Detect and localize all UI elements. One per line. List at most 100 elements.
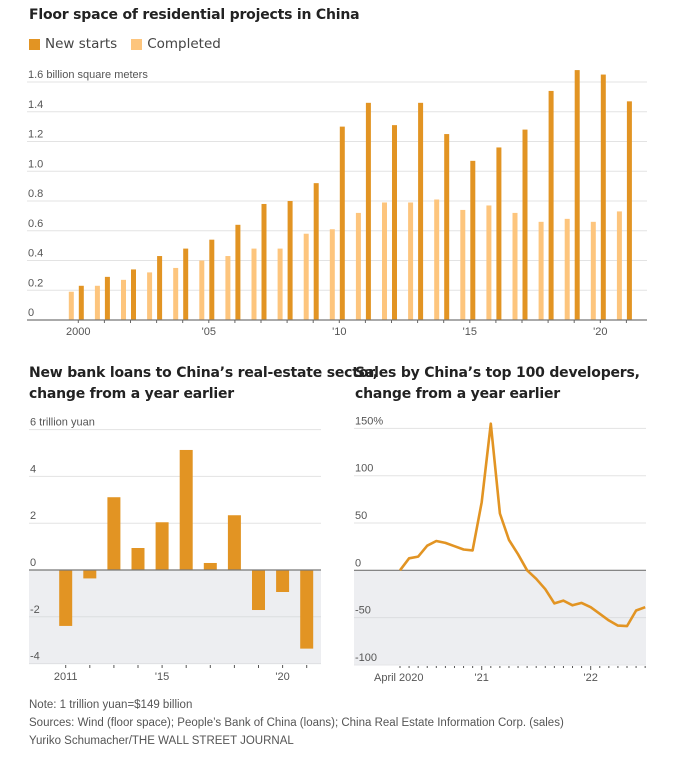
developer-sales-chart: -100 -50 0 50 100 150% April 2020 '21 '22 <box>354 415 646 684</box>
x-tick-label: '21 <box>475 672 489 684</box>
bar-loans-2013 <box>107 497 121 570</box>
bar-completed-2003 <box>147 272 153 320</box>
bar-new-starts-2003 <box>157 256 163 320</box>
bank-loans-chart: -4 -2 0 2 4 6 trillion yuan 2011 '15 '20 <box>29 417 321 683</box>
y-tick-label: 2 <box>30 510 36 522</box>
y-tick-label: 0 <box>355 557 361 569</box>
bar-new-starts-2018 <box>548 90 554 320</box>
bar-new-starts-2000 <box>78 285 84 320</box>
note-text: Note: 1 trillion yuan=$149 billion <box>29 699 193 711</box>
sales-title-line-1: Sales by China’s top 100 developers, <box>355 365 640 381</box>
bar-new-starts-2006 <box>235 224 241 320</box>
legend-item-new-starts: New starts <box>29 36 117 52</box>
x-tick-label: '20 <box>593 326 607 338</box>
bar-loans-2019 <box>252 570 265 611</box>
bar-completed-2016 <box>486 205 492 320</box>
bar-loans-2021 <box>300 570 314 649</box>
bar-completed-2007 <box>251 248 257 320</box>
y-tick-label: -100 <box>355 652 377 664</box>
loans-title-line-2: change from a year earlier <box>29 386 234 402</box>
y-tick-label: 1.2 <box>28 129 43 141</box>
bar-loans-2020 <box>276 570 290 592</box>
y-tick-label: -2 <box>30 604 40 616</box>
bar-new-starts-2019 <box>574 70 580 320</box>
bar-completed-2013 <box>408 202 414 320</box>
bar-new-starts-2011 <box>365 102 371 320</box>
y-tick-label: 0.6 <box>28 218 43 230</box>
legend-swatch-new-starts <box>29 38 40 50</box>
bar-new-starts-2016 <box>496 147 502 320</box>
y-tick-label: 0.8 <box>28 188 43 200</box>
top-chart-legend: New starts Completed <box>29 36 235 52</box>
legend-item-completed: Completed <box>131 36 221 52</box>
x-tick-label: 2000 <box>66 326 90 338</box>
top-chart-title: Floor space of residential projects in C… <box>29 7 360 23</box>
bar-new-starts-2012 <box>392 125 397 320</box>
y-tick-label: 0.2 <box>28 277 43 289</box>
bar-loans-2018 <box>227 515 241 570</box>
bar-completed-2009 <box>303 233 309 320</box>
x-tick-label: '22 <box>584 672 598 684</box>
bar-completed-2017 <box>512 212 518 320</box>
bar-completed-2010 <box>329 229 335 320</box>
bar-new-starts-2008 <box>287 201 293 320</box>
bar-completed-2019 <box>564 218 570 320</box>
x-tick-label: '10 <box>332 326 346 338</box>
bar-completed-2001 <box>94 285 100 320</box>
x-tick-label: 2011 <box>54 671 78 683</box>
bar-new-starts-2015 <box>470 160 476 320</box>
sales-title-line-2: change from a year earlier <box>355 386 560 402</box>
bar-new-starts-2014 <box>444 134 450 320</box>
y-tick-label: 6 trillion yuan <box>30 417 95 429</box>
bar-completed-2015 <box>460 209 466 320</box>
chart-notes: Note: 1 trillion yuan=$149 billion Sourc… <box>29 696 564 750</box>
bar-completed-2018 <box>538 221 544 320</box>
bar-loans-2014 <box>131 548 145 570</box>
sales-line <box>398 422 646 628</box>
sales-chart-title: Sales by China’s top 100 developers, cha… <box>355 363 640 405</box>
y-tick-label: 0.4 <box>28 248 43 260</box>
bar-completed-2011 <box>355 212 361 320</box>
legend-swatch-completed <box>131 38 143 50</box>
bar-completed-2021 <box>616 211 622 320</box>
bar-completed-2012 <box>382 202 387 320</box>
bar-completed-2014 <box>434 199 440 320</box>
bar-new-starts-2017 <box>522 129 528 320</box>
bar-new-starts-2020 <box>600 74 606 320</box>
bar-loans-2015 <box>155 522 169 570</box>
bar-new-starts-2021 <box>626 101 632 321</box>
bar-loans-2017 <box>203 562 217 570</box>
y-tick-label: -50 <box>355 605 371 617</box>
credit-text: Yuriko Schumacher/THE WALL STREET JOURNA… <box>29 735 294 747</box>
bar-completed-2004 <box>173 267 179 320</box>
x-tick-label: '05 <box>202 326 216 338</box>
sources-text: Sources: Wind (floor space); People’s Ba… <box>29 717 564 729</box>
bar-new-starts-2013 <box>418 102 424 320</box>
loans-title-line-1: New bank loans to China’s real-estate se… <box>29 365 378 381</box>
bar-loans-2016 <box>179 449 193 570</box>
bar-new-starts-2001 <box>104 276 110 320</box>
legend-label-completed: Completed <box>147 36 221 52</box>
y-tick-label: 1.0 <box>28 158 43 170</box>
bar-completed-2000 <box>68 291 74 320</box>
bar-completed-2002 <box>121 279 126 320</box>
bar-loans-2012 <box>83 570 97 579</box>
bar-new-starts-2002 <box>131 269 136 320</box>
y-tick-label: 0 <box>30 557 36 569</box>
y-tick-label: 1.6 billion square meters <box>28 69 148 81</box>
bar-new-starts-2009 <box>313 183 319 320</box>
bar-completed-2008 <box>277 248 283 320</box>
y-tick-label: 100 <box>355 463 373 475</box>
bar-completed-2005 <box>199 260 205 320</box>
x-tick-label: '20 <box>275 671 289 683</box>
bar-loans-2011 <box>59 570 73 626</box>
y-tick-label: 4 <box>30 463 36 475</box>
loans-chart-title: New bank loans to China’s real-estate se… <box>29 363 378 405</box>
bar-new-starts-2007 <box>261 203 267 320</box>
y-tick-label: 1.4 <box>28 99 43 111</box>
bar-new-starts-2004 <box>183 248 189 320</box>
x-tick-label: '15 <box>463 326 477 338</box>
y-tick-label: 150% <box>355 415 383 427</box>
floor-space-chart: 0 0.2 0.4 0.6 0.8 1.0 1.2 1.4 1.6 billion square… <box>27 69 647 338</box>
bar-new-starts-2005 <box>209 239 215 320</box>
